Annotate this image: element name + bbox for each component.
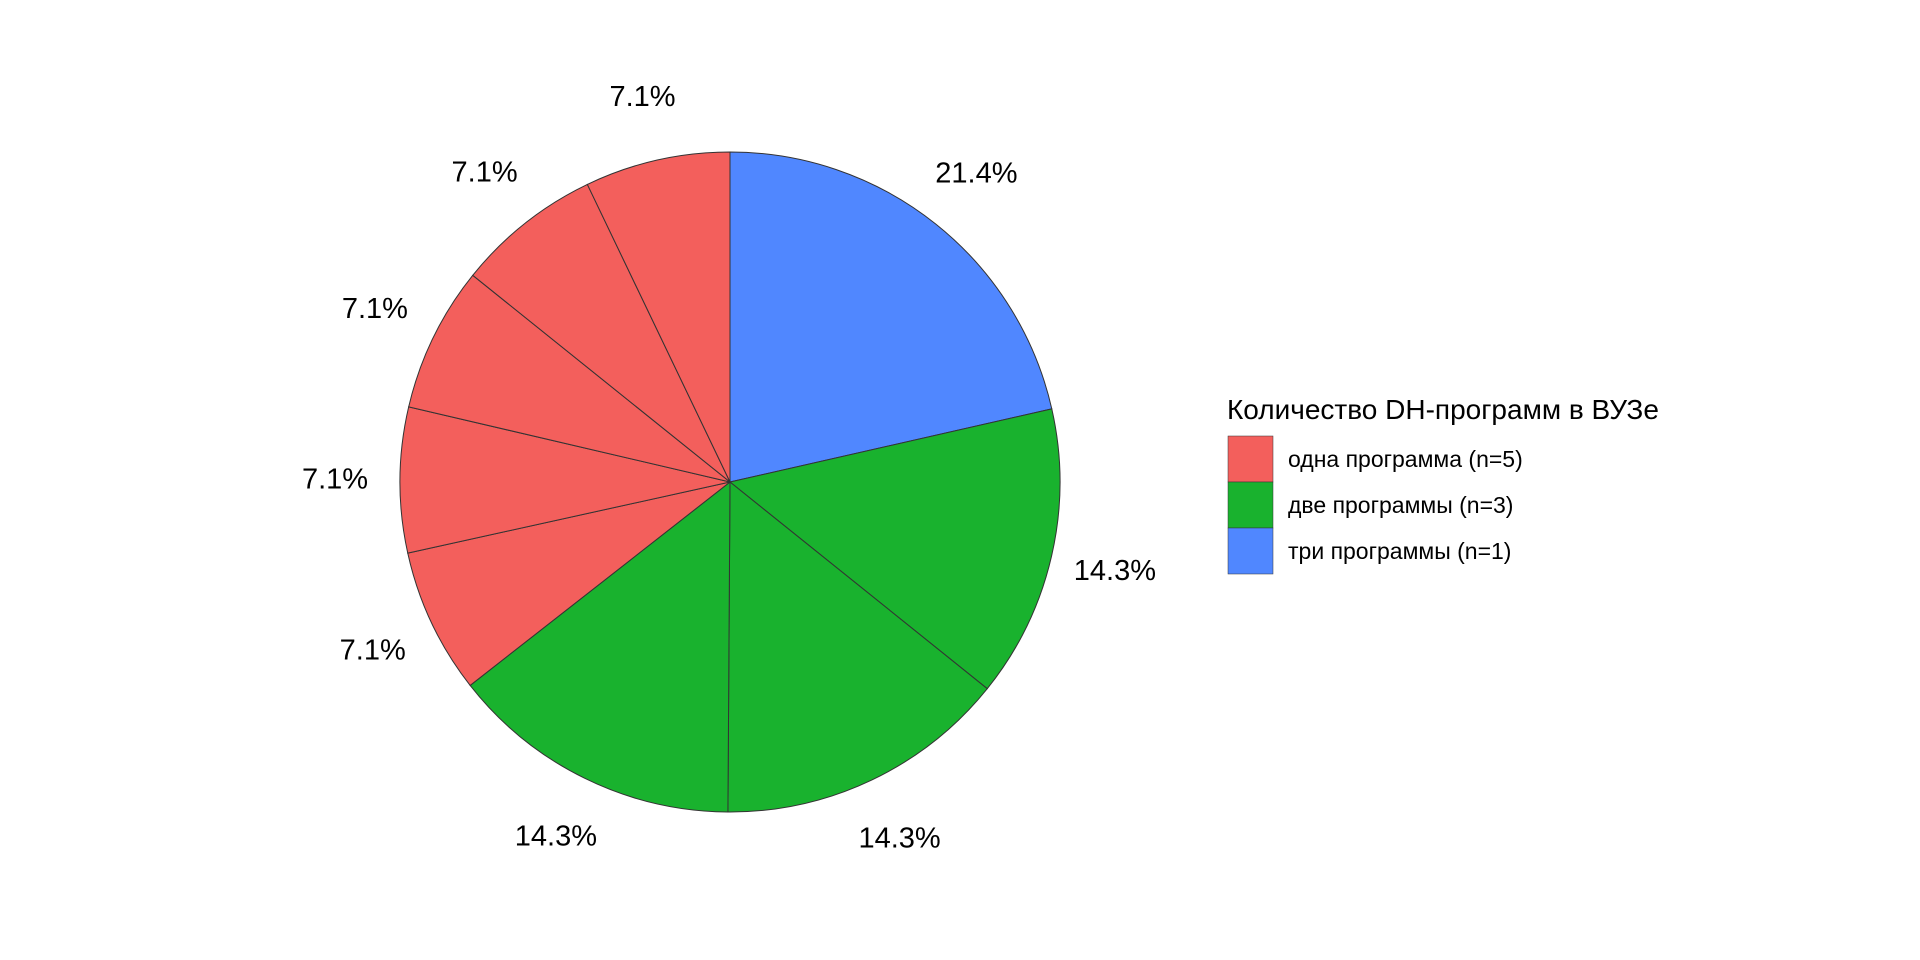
slice-labels: 21.4% 14.3% 14.3% 14.3% 7.1% 7.1% 7.1% 7.1% 7.1% [302, 81, 1156, 855]
pie-slice [469, 480, 731, 813]
pie-slice [472, 183, 731, 483]
slice-percent-label: 21.4% [935, 157, 1017, 189]
slice-percent-label: 14.3% [515, 821, 597, 853]
pie-slice [399, 406, 731, 554]
pie-slices [399, 151, 1061, 813]
slice-percent-label: 7.1% [452, 157, 518, 189]
slice-percent-label: 14.3% [1074, 555, 1156, 587]
slice-percent-label: 7.1% [342, 293, 408, 325]
legend-label: две программы (n=3) [1288, 492, 1513, 518]
legend-title: Количество DH-программ в ВУЗе [1227, 394, 1659, 425]
legend-key [1227, 527, 1274, 575]
legend-entries: одна программа (n=5) две программы (n=3) т… [1227, 435, 1523, 575]
slice-percent-label: 7.1% [609, 81, 675, 113]
legend-key [1227, 481, 1274, 529]
legend-label: три программы (n=1) [1288, 538, 1511, 564]
pie-slice [408, 274, 731, 483]
pie-slice [728, 408, 1061, 690]
slice-percent-label: 14.3% [858, 823, 940, 855]
legend-label: одна программа (n=5) [1288, 446, 1523, 472]
legend: Количество DH-программ в ВУЗе одна прогр… [1227, 394, 1659, 575]
pie-slice [586, 151, 731, 483]
pie-slice [407, 481, 731, 687]
slice-percent-label: 7.1% [302, 464, 368, 496]
legend-key [1227, 435, 1274, 483]
pie-slice [729, 151, 1053, 483]
slice-percent-label: 7.1% [340, 635, 406, 667]
pie-slice [727, 480, 988, 813]
